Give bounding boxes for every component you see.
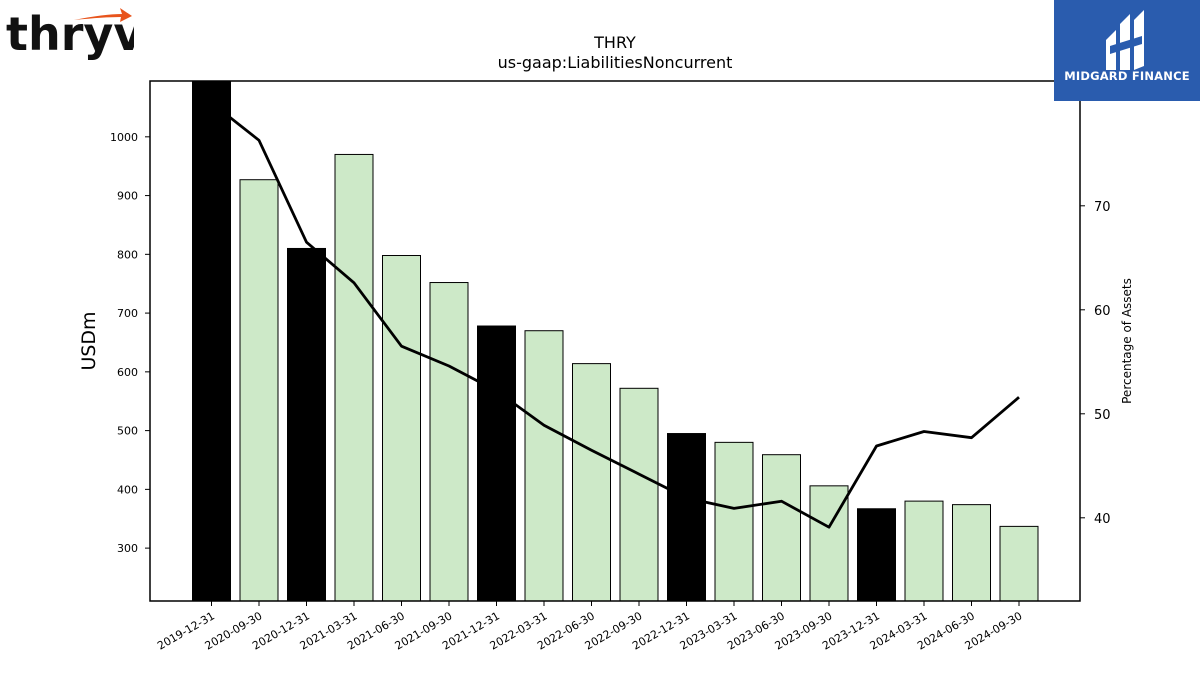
bar-2023-12-31 [857,508,896,601]
chart-title: THRY [594,33,636,52]
bar-2024-06-30 [952,504,991,601]
bar-2020-12-31 [287,247,326,601]
chart-subtitle: us-gaap:LiabilitiesNoncurrent [497,53,733,72]
bar-2023-06-30 [762,454,801,601]
bar-2021-09-30 [429,282,469,601]
bar-2020-09-30 [239,179,279,601]
thryv-logo-text: thryv [6,7,134,61]
midgard-emblem-icon [1054,0,1200,101]
bar-2022-09-30 [619,387,659,601]
y-tick-label: 400 [117,483,138,496]
bar-2021-03-31 [334,153,374,601]
thryv-logo: thryv ® [4,2,143,62]
plot-frame [149,80,1081,602]
y-tick-label: 700 [117,307,138,320]
bar-2023-03-31 [714,441,754,601]
y-tick-label: 600 [117,366,138,379]
bar-2022-03-31 [524,330,564,601]
midgard-finance-logo: MIDGARD FINANCE [1054,0,1200,101]
y2-tick-label: 70 [1094,200,1111,215]
bar-2022-12-31 [667,433,706,601]
bar-2024-09-30 [999,525,1039,601]
midgard-finance-logo-text: MIDGARD FINANCE [1064,69,1190,83]
y2-tick-label: 60 [1094,304,1111,319]
bar-2021-12-31 [477,325,516,601]
y-tick-label: 900 [117,190,138,203]
thryv-logo-mark: ® [124,41,132,50]
bar-2022-06-30 [572,363,611,601]
bar-2024-03-31 [904,500,944,601]
bar-2019-12-31 [192,81,231,601]
thryv-logo-swoosh [74,8,132,22]
bar-2021-06-30 [382,255,421,601]
y-tick-label: 1000 [110,131,138,144]
y2-tick-label: 40 [1094,512,1111,527]
y-tick-label: 800 [117,248,138,261]
y2-tick-label: 50 [1094,408,1111,423]
y-tick-label: 300 [117,542,138,555]
y2-axis-label: Percentage of Assets [1120,278,1134,404]
y-axis-label: USDm [78,311,100,370]
y-tick-label: 500 [117,425,138,438]
percentage-line [210,101,1020,529]
